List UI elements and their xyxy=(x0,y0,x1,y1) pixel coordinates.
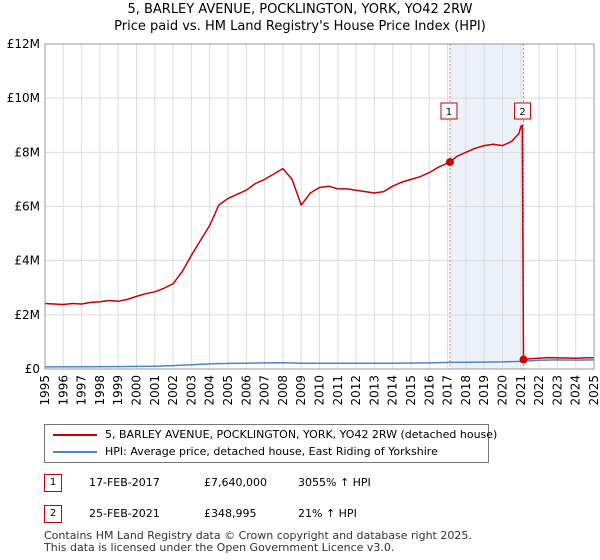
x-tick-label: 2008 xyxy=(276,375,290,406)
x-tick-label: 1999 xyxy=(111,375,125,406)
footer-copyright: Contains HM Land Registry data © Crown c… xyxy=(44,529,472,542)
x-tick-label: 2002 xyxy=(166,375,180,406)
y-tick-label: £6M xyxy=(14,200,40,214)
x-tick-label: 2015 xyxy=(404,375,418,406)
sale-point xyxy=(519,355,528,364)
x-tick-label: 1998 xyxy=(93,375,107,406)
x-tick-label: 2007 xyxy=(258,375,272,406)
y-tick-label: £0 xyxy=(25,362,40,376)
x-tick-label: 2010 xyxy=(313,375,327,406)
sale-label: 1 xyxy=(446,107,452,118)
sale-label-box xyxy=(440,102,458,120)
x-tick-label: 2022 xyxy=(532,375,546,406)
x-tick-label: 1996 xyxy=(56,375,70,406)
x-tick-label: 1997 xyxy=(75,375,89,406)
chart-title-line1: 5, BARLEY AVENUE, POCKLINGTON, YORK, YO4… xyxy=(127,2,473,17)
x-tick-label: 2014 xyxy=(386,375,400,406)
price-paid-line xyxy=(44,124,595,361)
chart-svg: £0 £2M £4M £6M £8M £10M £12M 1995 1996 1997 1998 19… xyxy=(7,37,600,406)
sale-price: £7,640,000 xyxy=(204,476,267,489)
x-tick-label: 2011 xyxy=(331,375,345,406)
x-tick-label: 2001 xyxy=(148,375,162,406)
x-tick-label: 2013 xyxy=(367,375,381,406)
legend: 5, BARLEY AVENUE, POCKLINGTON, YORK, YO4… xyxy=(44,424,497,463)
x-tick-label: 2021 xyxy=(514,375,528,406)
y-tick-label: £4M xyxy=(14,254,40,268)
legend-label-price-paid: 5, BARLEY AVENUE, POCKLINGTON, YORK, YO4… xyxy=(105,428,498,441)
sale-point xyxy=(445,158,454,167)
x-tick-label: 2009 xyxy=(294,375,308,406)
footer: Contains HM Land Registry data © Crown c… xyxy=(44,530,472,554)
sale-date: 17-FEB-2017 xyxy=(89,476,160,489)
legend-swatch-hpi xyxy=(53,451,97,453)
x-tick-label: 2023 xyxy=(550,375,564,406)
x-tick-label: 2025 xyxy=(587,375,600,406)
sale-hpi-change: 3055% ↑ HPI xyxy=(298,476,371,489)
y-tick-label: £2M xyxy=(14,308,40,322)
sale-label: 2 xyxy=(519,107,525,118)
x-tick-label: 1995 xyxy=(38,375,52,406)
sale-number-badge: 1 xyxy=(44,474,62,492)
footer-licence: This data is licensed under the Open Gov… xyxy=(44,541,395,554)
x-tick-label: 2005 xyxy=(221,375,235,406)
x-tick-label: 2017 xyxy=(441,375,455,406)
x-tick-label: 2018 xyxy=(459,375,473,406)
y-tick-label: £10M xyxy=(7,91,40,105)
sale-date: 25-FEB-2021 xyxy=(89,507,160,520)
x-tick-label: 2003 xyxy=(184,375,198,406)
x-tick-label: 2016 xyxy=(422,375,436,406)
sale-hpi-change: 21% ↑ HPI xyxy=(298,507,357,520)
sale-label-box xyxy=(514,102,532,120)
x-tick-label: 2019 xyxy=(477,375,491,406)
y-tick-label: £8M xyxy=(14,145,40,159)
sale-price: £348,995 xyxy=(204,507,257,520)
x-tick-label: 2012 xyxy=(349,375,363,406)
x-tick-label: 2006 xyxy=(239,375,253,406)
y-tick-label: £12M xyxy=(7,37,40,51)
sale-number-badge: 2 xyxy=(44,505,62,523)
x-tick-label: 2004 xyxy=(203,375,217,406)
legend-swatch-price-paid xyxy=(53,434,97,436)
x-tick-label: 2024 xyxy=(569,375,583,406)
x-tick-label: 2000 xyxy=(130,375,144,406)
legend-label-hpi: HPI: Average price, detached house, East… xyxy=(105,445,438,458)
chart-title-line2: Price paid vs. HM Land Registry's House … xyxy=(114,19,486,34)
x-tick-label: 2020 xyxy=(496,375,510,406)
plot-frame xyxy=(44,43,595,370)
